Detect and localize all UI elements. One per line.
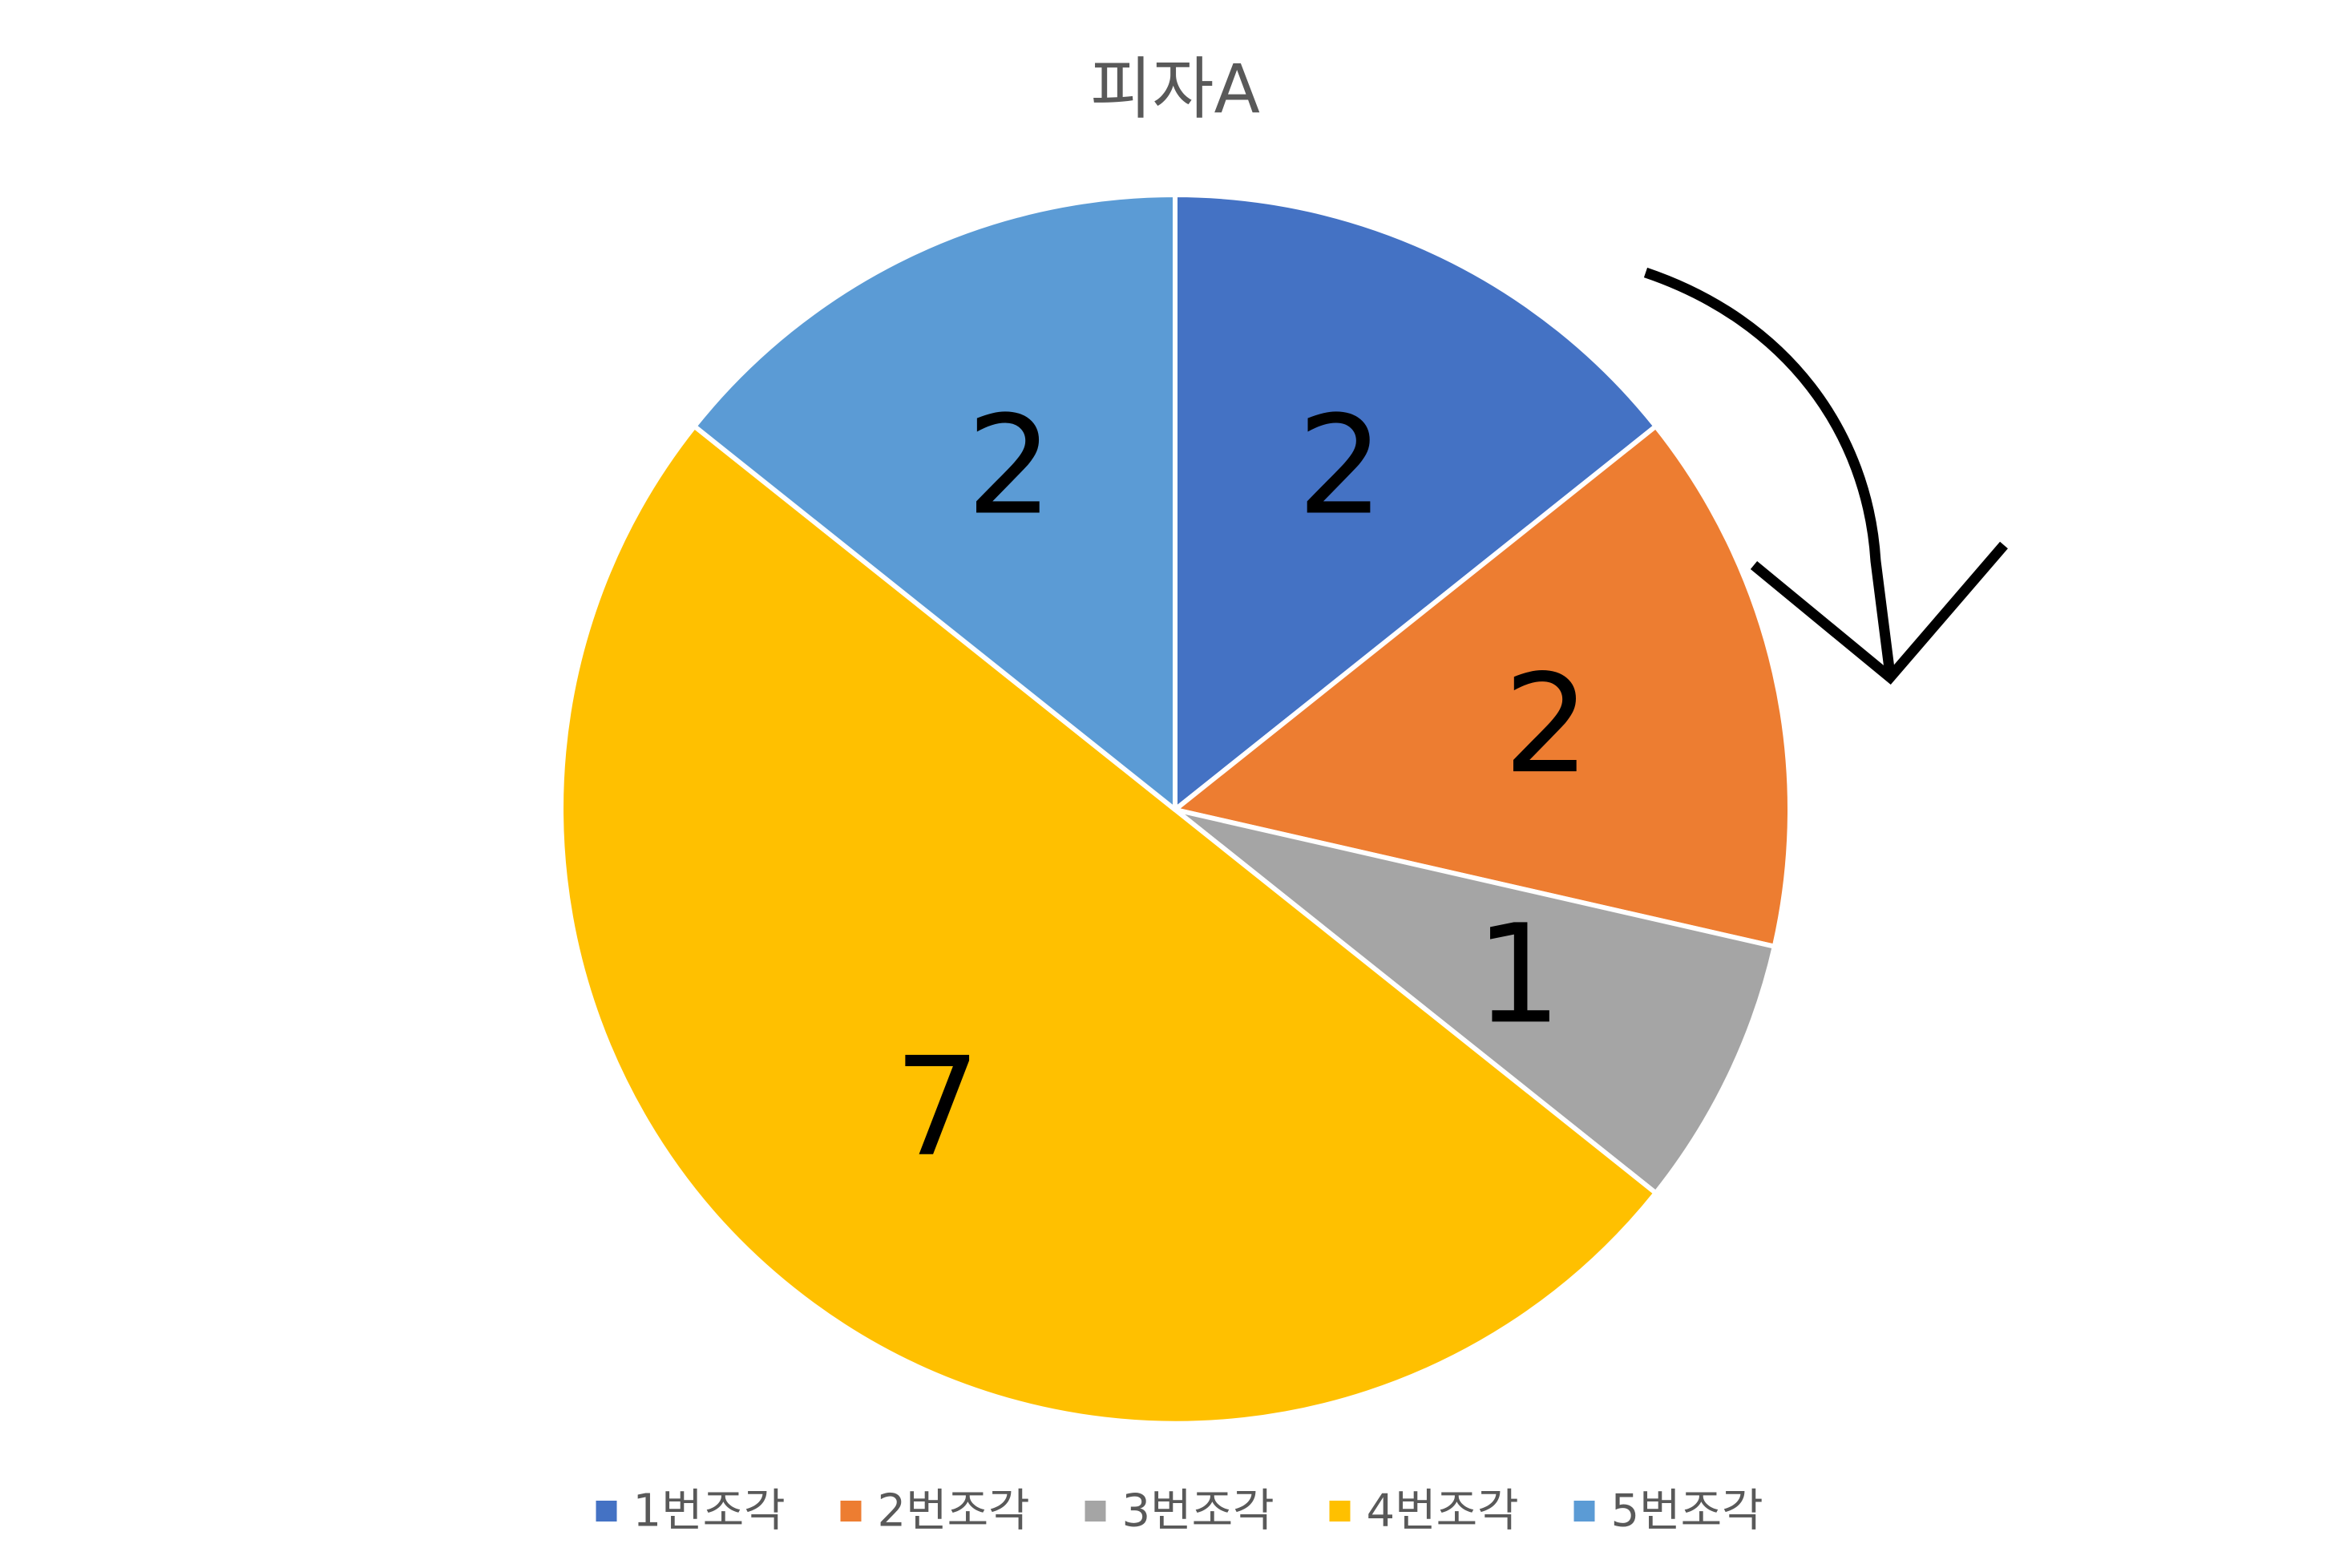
- data-label-1: 2: [1297, 387, 1384, 546]
- legend-label-3: 3번조각: [1122, 1485, 1274, 1538]
- legend-item-2: 2번조각: [840, 1485, 1030, 1538]
- legend-swatch-5: [1573, 1501, 1595, 1522]
- data-label-3: 1: [1475, 895, 1561, 1054]
- clockwise-arrow-annotation: [1643, 267, 2008, 685]
- legend-label-4: 4번조각: [1367, 1485, 1519, 1538]
- pie-slice-1: [1173, 192, 1658, 812]
- legend: 1번조각 2번조각 3번조각 4번조각 5번조각: [596, 1485, 1763, 1538]
- chart-title: 피자A: [1090, 50, 1260, 128]
- data-label-2: 2: [1504, 645, 1590, 804]
- legend-item-3: 3번조각: [1085, 1485, 1274, 1538]
- legend-label-1: 1번조각: [633, 1485, 786, 1538]
- pie-slice-3: [1173, 807, 1777, 1196]
- pie-slice-5: [692, 192, 1178, 812]
- legend-label-2: 2번조각: [878, 1485, 1030, 1538]
- clockwise-arrow-head: [1750, 541, 2008, 685]
- legend-swatch-2: [840, 1501, 862, 1522]
- pie-slice-2: [1173, 423, 1792, 949]
- clockwise-arrow-curve: [1643, 267, 1896, 676]
- legend-item-4: 4번조각: [1329, 1485, 1519, 1538]
- pie-slice-4: [559, 423, 1658, 1426]
- legend-label-5: 5번조각: [1611, 1485, 1763, 1538]
- legend-swatch-1: [596, 1501, 617, 1522]
- legend-item-1: 1번조각: [596, 1485, 786, 1538]
- legend-item-5: 5번조각: [1573, 1485, 1763, 1538]
- data-label-4: 7: [894, 1028, 980, 1187]
- legend-swatch-3: [1085, 1501, 1106, 1522]
- data-label-5: 2: [967, 387, 1053, 546]
- pie-slices: [559, 192, 1792, 1426]
- legend-swatch-4: [1329, 1501, 1351, 1522]
